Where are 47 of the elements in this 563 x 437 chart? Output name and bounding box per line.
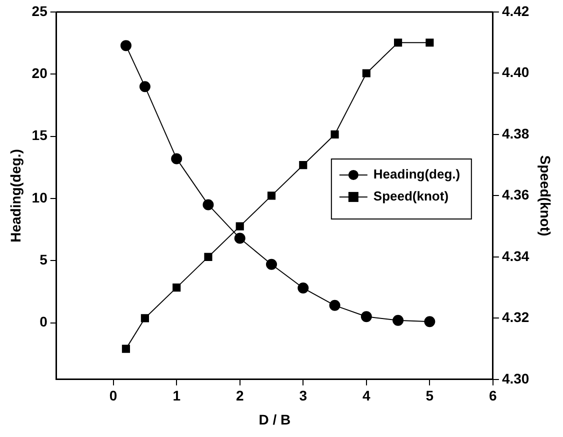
point [392, 314, 404, 326]
y-tick-label: 10 [32, 189, 48, 206]
y2-tick-label: 4.30 [502, 370, 530, 386]
y2-tick-label: 4.40 [502, 64, 530, 80]
y2-axis-title: Speed(knot) [538, 155, 554, 236]
point [424, 316, 436, 328]
y2-tick-label: 4.32 [502, 309, 530, 326]
legend-label: Speed(knot) [373, 188, 449, 204]
point [267, 192, 276, 200]
y-axis-title: Heading(deg.) [7, 149, 24, 242]
point [234, 232, 246, 244]
point [330, 130, 339, 138]
y-tick-label: 5 [40, 252, 48, 268]
point [139, 81, 150, 92]
point [120, 40, 132, 52]
y2-tick-label: 4.42 [502, 2, 530, 19]
x-tick-label: 2 [236, 388, 244, 404]
y-tick-label: 20 [32, 65, 48, 82]
x-tick-label: 3 [299, 388, 308, 404]
y-tick-label: 0 [40, 314, 48, 330]
x-tick-label: 4 [362, 388, 371, 404]
point [426, 38, 434, 47]
y2-tick-label: 4.34 [502, 248, 530, 264]
x-tick-label: 5 [426, 388, 434, 404]
point [360, 311, 372, 322]
y2-tick-label: 4.38 [502, 125, 530, 142]
point [236, 222, 244, 230]
point [329, 300, 340, 311]
point [298, 282, 309, 294]
legend-label: Heading(deg.) [373, 166, 460, 182]
y-tick-label: 25 [32, 2, 48, 19]
point [122, 344, 130, 353]
point [204, 252, 212, 261]
point [171, 153, 182, 164]
point [202, 199, 214, 210]
point [394, 38, 402, 47]
point [140, 314, 149, 322]
y-tick-label: 15 [32, 127, 48, 144]
y2-tick-label: 4.36 [502, 186, 530, 203]
point [266, 258, 277, 270]
x-tick-label: 0 [109, 388, 118, 404]
x-axis-title: D / B [258, 411, 291, 428]
point [172, 284, 181, 292]
x-tick-label: 6 [489, 388, 498, 404]
point [299, 161, 308, 170]
point [362, 69, 370, 78]
x-tick-label: 1 [172, 388, 181, 404]
